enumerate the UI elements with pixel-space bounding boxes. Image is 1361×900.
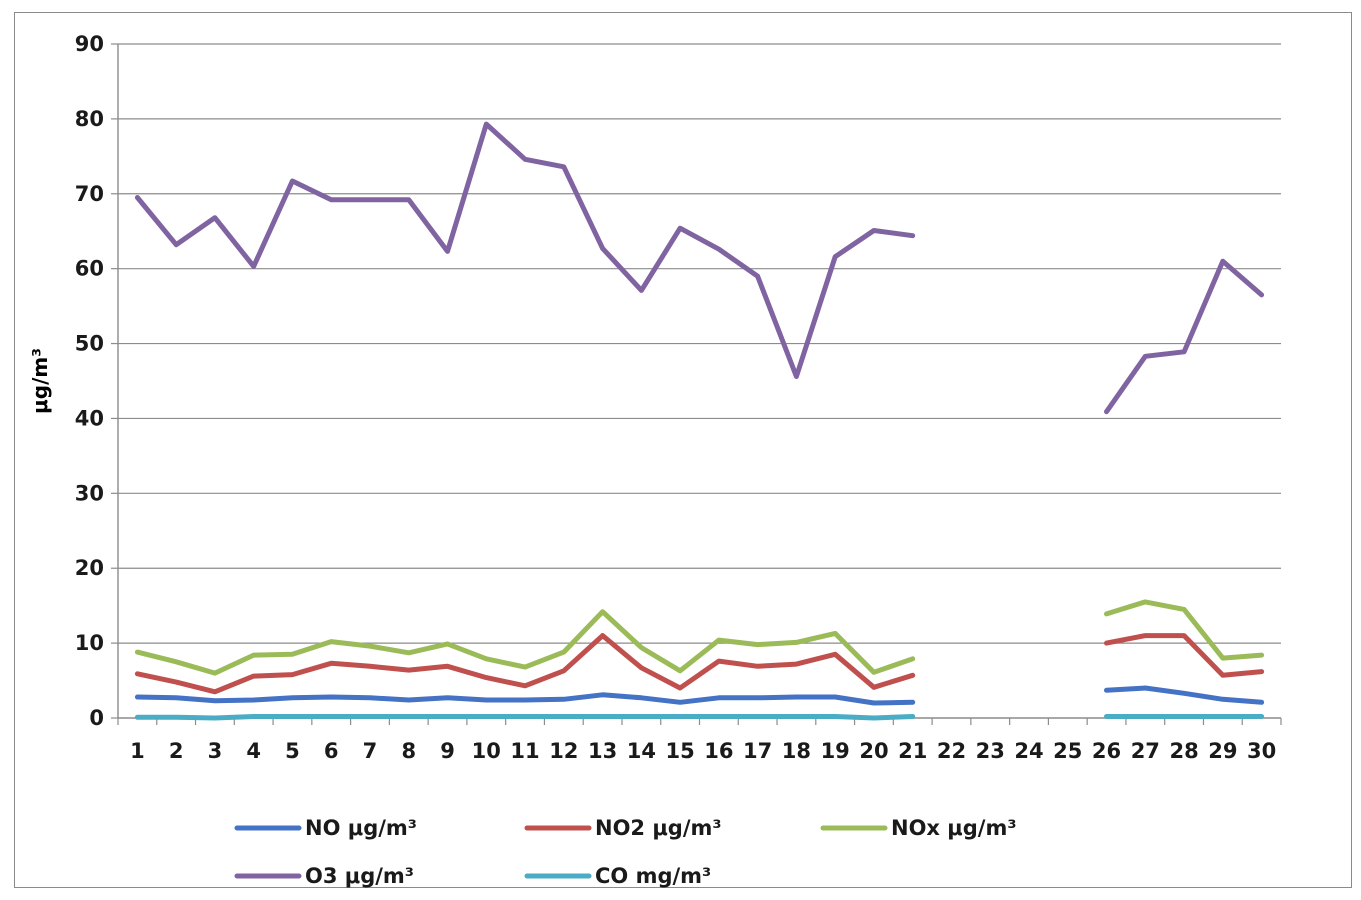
x-tick-label: 14 [627, 739, 656, 763]
y-axis-title: μg/m³ [28, 348, 52, 414]
y-tick-label: 90 [75, 32, 104, 56]
series-line [134, 685, 1265, 706]
x-tick-label: 19 [821, 739, 850, 763]
legend-label: NO2 μg/m³ [595, 816, 722, 840]
x-tick-label: 25 [1053, 739, 1082, 763]
series-line [134, 714, 1265, 721]
series-4 [134, 121, 1265, 415]
legend-label: CO mg/m³ [595, 864, 711, 888]
x-tick-label: 6 [324, 739, 339, 763]
x-tick-label: 21 [898, 739, 927, 763]
x-tick-label: 17 [743, 739, 772, 763]
series-lines [134, 121, 1265, 721]
y-tick-label: 20 [75, 556, 104, 580]
x-tick-label: 20 [859, 739, 888, 763]
x-tick-label: 16 [704, 739, 733, 763]
x-tick-label: 29 [1208, 739, 1237, 763]
x-tick-label: 3 [208, 739, 223, 763]
series-2 [134, 633, 1265, 695]
x-tick-label: 26 [1092, 739, 1121, 763]
y-tick-label: 60 [75, 257, 104, 281]
legend-label: NO μg/m³ [305, 816, 417, 840]
y-tick-label: 50 [75, 332, 104, 356]
x-tick-label: 4 [246, 739, 261, 763]
x-tick-label: 5 [285, 739, 300, 763]
x-tick-label: 23 [976, 739, 1005, 763]
legend-item: NOx μg/m³ [820, 816, 1017, 840]
x-tick-label: 7 [363, 739, 378, 763]
legend-item: NO2 μg/m³ [524, 816, 722, 840]
x-tick-label: 11 [510, 739, 539, 763]
series-3 [134, 599, 1265, 676]
y-tick-label: 70 [75, 182, 104, 206]
y-tick-label: 10 [75, 631, 104, 655]
series-line [134, 633, 1265, 695]
x-tick-label: 27 [1131, 739, 1160, 763]
x-tick-label: 1 [130, 739, 145, 763]
y-tick-label: 0 [89, 706, 104, 730]
series-1 [134, 685, 1265, 706]
x-tick-label: 12 [549, 739, 578, 763]
legend-item: CO mg/m³ [524, 864, 711, 888]
x-tick-label: 24 [1014, 739, 1043, 763]
legend-label: O3 μg/m³ [305, 864, 414, 888]
y-tick-label: 40 [75, 406, 104, 430]
y-tick-label: 30 [75, 481, 104, 505]
chart-frame: 0 10 20 30 40 50 60 70 80 90 1 2 3 4 5 6 7 8 9 10 11 12 13 14 15… [14, 12, 1352, 888]
gridlines [118, 43, 1281, 644]
series-line [134, 599, 1265, 676]
x-tick-label: 28 [1169, 739, 1198, 763]
legend: NO μg/m³ NO2 μg/m³ NOx μg/m³ O3 μg/m³ CO mg/… [234, 816, 1017, 888]
y-tick-label: 80 [75, 107, 104, 131]
x-tick-label: 9 [440, 739, 455, 763]
x-tick-label: 22 [937, 739, 966, 763]
legend-item: O3 μg/m³ [234, 864, 414, 888]
legend-label: NOx μg/m³ [891, 816, 1017, 840]
x-tick-label: 2 [169, 739, 184, 763]
x-tick-label: 10 [472, 739, 501, 763]
x-tick-label: 8 [401, 739, 416, 763]
x-tick-label: 18 [782, 739, 811, 763]
x-tick-label: 15 [665, 739, 694, 763]
x-tick-label: 13 [588, 739, 617, 763]
series-line [134, 121, 1265, 415]
legend-item: NO μg/m³ [234, 816, 417, 840]
series-5 [134, 714, 1265, 721]
x-tick-label: 30 [1247, 739, 1276, 763]
